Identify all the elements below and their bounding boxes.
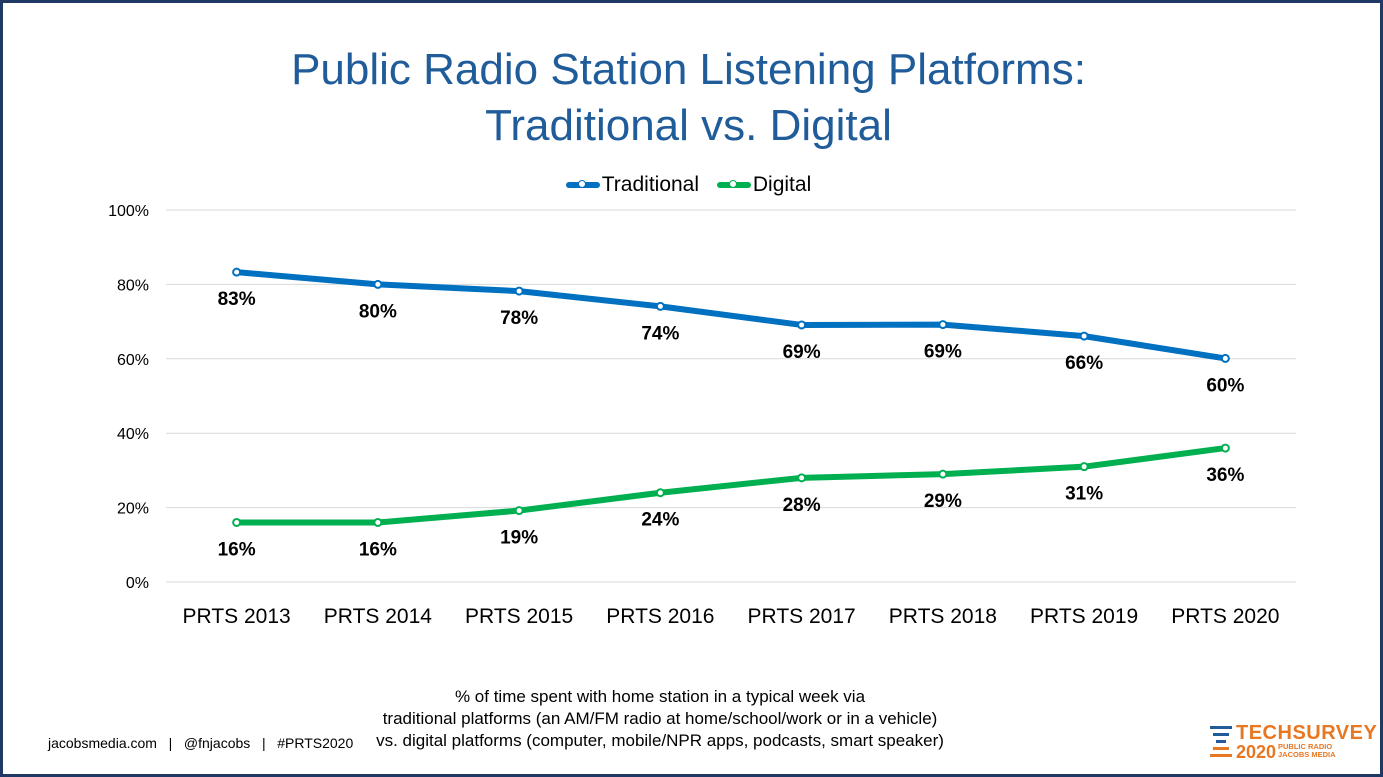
- data-label-digital: 29%: [924, 491, 962, 512]
- data-point-digital: [514, 506, 524, 516]
- legend-item-traditional: Traditional: [565, 173, 700, 197]
- data-label-digital: 16%: [359, 539, 397, 560]
- y-tick-label: 20%: [117, 501, 149, 518]
- chart-legend: Traditional Digital: [0, 170, 1377, 197]
- x-tick-label: PRTS 2015: [465, 605, 573, 628]
- data-label-traditional: 69%: [924, 342, 962, 363]
- data-label-traditional: 83%: [218, 289, 256, 310]
- chart-title: Public Radio Station Listening Platforms…: [0, 42, 1377, 154]
- y-tick-label: 100%: [108, 203, 149, 220]
- logo-sub-2: JACOBS MEDIA: [1278, 750, 1336, 759]
- series-line-digital: [233, 445, 1229, 526]
- x-tick-label: PRTS 2017: [748, 605, 856, 628]
- series-line-traditional: [233, 269, 1229, 362]
- data-point-digital: [655, 488, 665, 498]
- x-tick-label: PRTS 2013: [183, 605, 291, 628]
- data-point-traditional: [655, 301, 665, 311]
- footer-credits: jacobsmedia.com | @fnjacobs | #PRTS2020: [48, 735, 354, 751]
- x-tick-label: PRTS 2019: [1030, 605, 1138, 628]
- data-point-traditional: [514, 286, 524, 296]
- data-point-traditional: [1079, 331, 1089, 341]
- data-label-traditional: 78%: [500, 308, 538, 329]
- logo-subtitle: PUBLIC RADIO JACOBS MEDIA: [1278, 743, 1336, 759]
- data-label-digital: 16%: [218, 539, 256, 560]
- x-tick-label: PRTS 2018: [889, 605, 997, 628]
- x-tick-label: PRTS 2016: [606, 605, 714, 628]
- data-label-digital: 28%: [783, 495, 821, 516]
- logo-sub-1: PUBLIC RADIO: [1278, 742, 1333, 751]
- data-label-traditional: 66%: [1065, 353, 1103, 374]
- logo-name: TECHSURVEY: [1236, 722, 1378, 744]
- logo-mark-icon: [1210, 726, 1232, 757]
- y-tick-label: 80%: [117, 277, 149, 294]
- legend-swatch-digital: [716, 180, 751, 188]
- data-label-traditional: 69%: [783, 342, 821, 363]
- data-point-digital: [1079, 462, 1089, 472]
- data-point-digital: [797, 473, 807, 483]
- data-label-traditional: 74%: [641, 323, 679, 344]
- data-label-digital: 31%: [1065, 484, 1103, 505]
- legend-item-digital: Digital: [716, 173, 812, 197]
- note-line-2: traditional platforms (an AM/FM radio at…: [382, 709, 938, 728]
- data-point-digital: [373, 517, 383, 527]
- y-tick-label: 0%: [126, 575, 149, 592]
- data-label-digital: 36%: [1206, 465, 1244, 486]
- y-tick-label: 60%: [117, 352, 149, 369]
- techsurvey-logo: TECHSURVEY 2020 PUBLIC RADIO JACOBS MEDI…: [1210, 722, 1377, 766]
- note-line-3: vs. digital platforms (computer, mobile/…: [376, 731, 944, 750]
- data-label-digital: 24%: [641, 510, 679, 531]
- x-tick-label: PRTS 2014: [324, 605, 432, 628]
- legend-label-digital: Digital: [752, 173, 812, 196]
- data-point-traditional: [232, 267, 242, 277]
- data-label-traditional: 80%: [359, 301, 397, 322]
- x-tick-label: PRTS 2020: [1171, 605, 1279, 628]
- data-point-traditional: [373, 279, 383, 289]
- y-tick-label: 40%: [117, 426, 149, 443]
- data-point-digital: [1220, 443, 1230, 453]
- data-point-digital: [938, 469, 948, 479]
- chart-note: % of time spent with home station in a t…: [330, 686, 990, 752]
- data-label-traditional: 60%: [1206, 375, 1244, 396]
- data-point-traditional: [797, 320, 807, 330]
- data-label-digital: 19%: [500, 528, 538, 549]
- legend-label-traditional: Traditional: [601, 173, 700, 196]
- note-line-1: % of time spent with home station in a t…: [454, 687, 866, 706]
- data-point-traditional: [1220, 353, 1230, 363]
- logo-year: 2020: [1236, 742, 1277, 762]
- title-line-2: Traditional vs. Digital: [485, 101, 892, 150]
- data-point-traditional: [938, 320, 948, 330]
- title-line-1: Public Radio Station Listening Platforms…: [291, 45, 1086, 94]
- legend-swatch-traditional: [565, 180, 600, 188]
- data-point-digital: [232, 517, 242, 527]
